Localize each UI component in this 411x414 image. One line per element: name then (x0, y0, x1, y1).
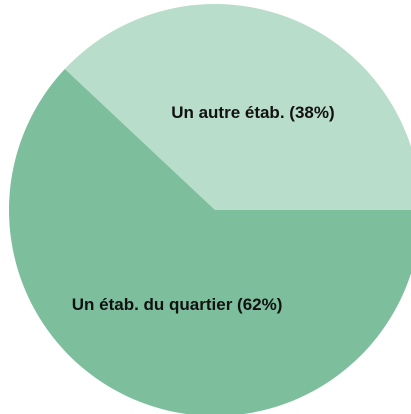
slice-label: Un autre étab. (38%) (171, 104, 334, 123)
slice-value-label: (38%) (289, 104, 334, 123)
slice-value-label: (62%) (237, 295, 282, 314)
slice-label: Un étab. du quartier (62%) (72, 295, 283, 314)
slice-category: Un autre étab. (171, 104, 284, 123)
slice-category: Un étab. du quartier (72, 295, 233, 314)
pie-slice (9, 68, 411, 414)
pie-slice (64, 4, 411, 210)
